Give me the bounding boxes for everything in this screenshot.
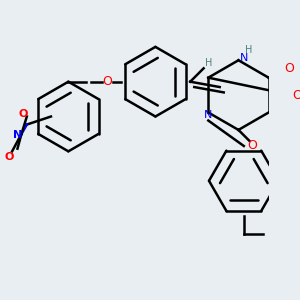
Text: H: H <box>245 44 253 55</box>
Text: H: H <box>205 58 213 68</box>
Text: O: O <box>5 152 14 162</box>
Text: N: N <box>204 110 212 120</box>
Text: N: N <box>240 52 248 63</box>
Text: N: N <box>13 130 22 140</box>
Text: O: O <box>247 140 257 152</box>
Text: O: O <box>102 75 112 88</box>
Text: O: O <box>18 109 28 119</box>
Text: O: O <box>292 88 300 102</box>
Text: O: O <box>284 62 294 75</box>
